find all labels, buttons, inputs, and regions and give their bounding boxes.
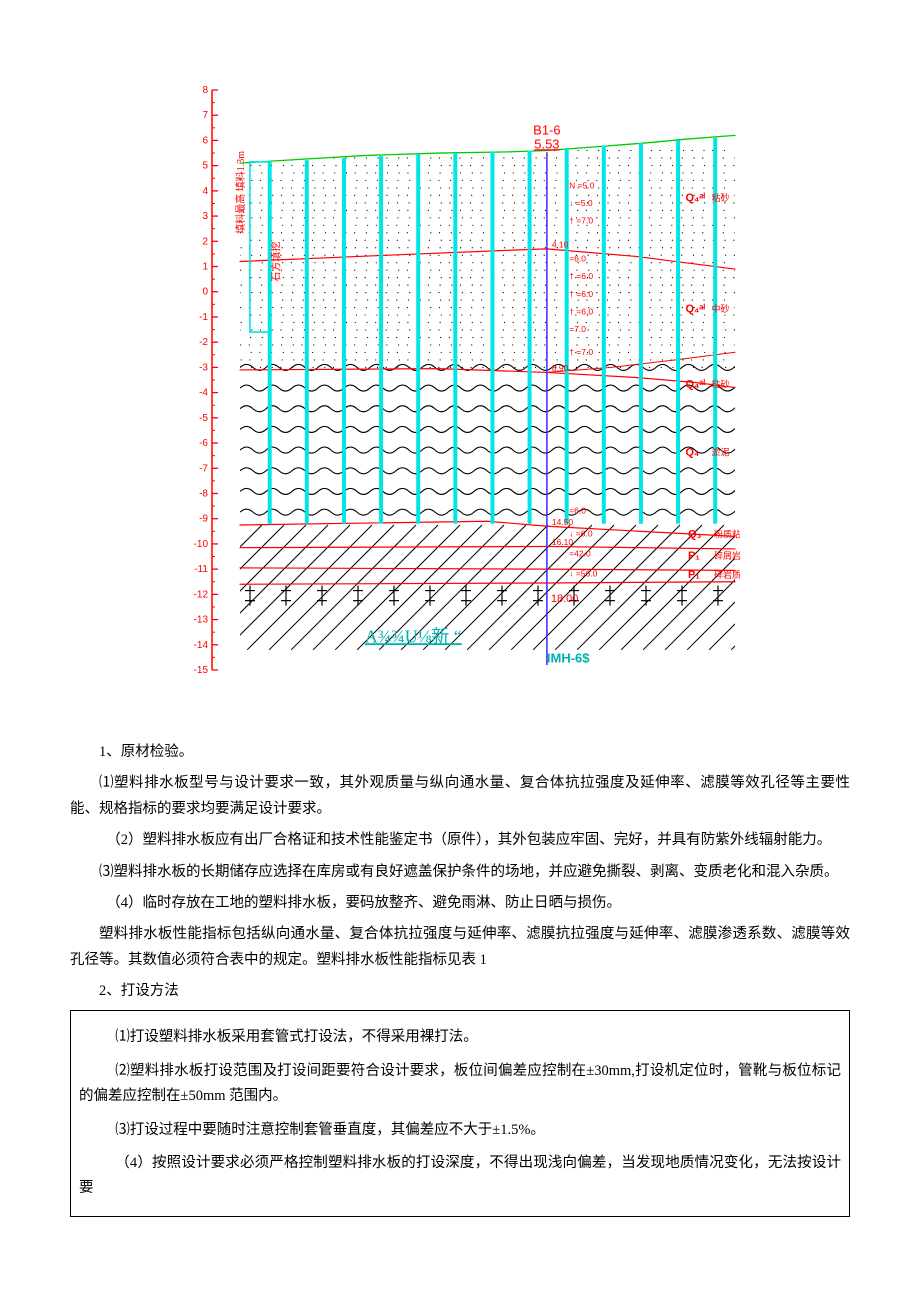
svg-text:-7: -7: [199, 463, 208, 474]
svg-text:14.50: 14.50: [552, 517, 574, 527]
svg-text:-8: -8: [199, 488, 208, 499]
svg-text:=42.0: =42.0: [569, 549, 591, 559]
svg-text:6: 6: [202, 135, 208, 146]
svg-text:† =7.0: † =7.0: [569, 216, 593, 226]
document-body: 1、原材检验。 ⑴塑料排水板型号与设计要求一致，其外观质量与纵向通水量、复合体抗…: [70, 740, 850, 1217]
section-2-title: 2、打设方法: [70, 979, 850, 1004]
svg-text:4.10: 4.10: [552, 240, 569, 250]
svg-text:粉质粘土: 粉质粘土: [714, 529, 740, 540]
svg-text:=7.0: =7.0: [569, 324, 586, 334]
svg-text:↓ =56.0: ↓ =56.0: [569, 569, 597, 579]
svg-text:碎岩质页砂岩: 碎岩质页砂岩: [714, 569, 740, 580]
svg-text:Q₄: Q₄: [686, 447, 700, 459]
svg-text:=6.0: =6.0: [569, 506, 586, 516]
svg-text:† =7.0: † =7.0: [569, 347, 593, 357]
svg-text:8: 8: [202, 85, 208, 96]
geological-section-chart: 填料最高 填料1.3m 石方填挖 B1-65.53 18.00 N =5.0 ↓ =5.0…: [180, 80, 740, 730]
svg-text:=6.0: =6.0: [569, 253, 586, 263]
svg-text:Q₄ᵃˡ: Q₄ᵃˡ: [686, 192, 706, 204]
svg-text:-12: -12: [194, 589, 209, 600]
svg-text:碎屑岩砂质页岩: 碎屑岩砂质页岩: [714, 550, 740, 561]
svg-text:-11: -11: [194, 564, 208, 575]
svg-text:3: 3: [202, 211, 208, 222]
s1-p1: ⑴塑料排水板型号与设计要求一致，其外观质量与纵向通水量、复合体抗拉强度及延伸率、…: [70, 771, 850, 822]
svg-text:7: 7: [202, 110, 208, 121]
svg-text:Q₄ᵃˡ: Q₄ᵃˡ: [686, 379, 706, 391]
svg-text:18.00: 18.00: [551, 593, 579, 605]
svg-text:淤泥: 淤泥: [712, 447, 730, 458]
svg-text:Q₃: Q₃: [688, 529, 702, 541]
svg-text:石方填挖: 石方填挖: [270, 242, 283, 282]
s2-p2: ⑵塑料排水板打设范围及打设间距要符合设计要求，板位间偏差应控制在±30mm,打设…: [79, 1059, 841, 1110]
svg-text:-13: -13: [194, 615, 209, 626]
svg-text:-1: -1: [199, 312, 208, 323]
svg-text:-4: -4: [199, 388, 208, 399]
svg-text:† =6.0: † =6.0: [569, 271, 593, 281]
svg-text:† =6.0: † =6.0: [569, 289, 593, 299]
section-1-title: 1、原材检验。: [70, 740, 850, 765]
svg-text:IMH-6$: IMH-6$: [547, 650, 590, 665]
svg-text:A¾¾U⅛新 “: A¾¾U⅛新 “: [365, 626, 462, 646]
svg-text:-15: -15: [194, 665, 209, 676]
s2-p3: ⑶打设过程中要随时注意控制套管垂直度，其偏差应不大于±1.5%。: [79, 1118, 841, 1143]
s2-p4: （4）按照设计要求必须严格控制塑料排水板的打设深度，不得出现浅向偏差，当发现地质…: [79, 1151, 841, 1202]
svg-text:-5: -5: [199, 413, 208, 424]
svg-text:中砂: 中砂: [712, 303, 730, 314]
chart-svg: 填料最高 填料1.3m 石方填挖 B1-65.53 18.00 N =5.0 ↓ =5.0…: [180, 80, 740, 730]
svg-text:-14: -14: [194, 640, 209, 651]
method-box: ⑴打设塑料排水板采用套管式打设法，不得采用裸打法。 ⑵塑料排水板打设范围及打设间…: [70, 1010, 850, 1216]
svg-text:-3: -3: [199, 362, 208, 373]
s2-p1: ⑴打设塑料排水板采用套管式打设法，不得采用裸打法。: [79, 1025, 841, 1050]
svg-text:-6: -6: [199, 438, 208, 449]
svg-text:5: 5: [202, 161, 208, 172]
svg-text:16.10: 16.10: [552, 537, 574, 547]
svg-text:↓ =5.0: ↓ =5.0: [569, 198, 593, 208]
svg-text:填料最高 填料1.3m: 填料最高 填料1.3m: [234, 151, 247, 234]
s1-p4: （4）临时存放在工地的塑料排水板，要码放整齐、避免雨淋、防止日晒与损伤。: [70, 891, 850, 916]
svg-text:粘砂: 粘砂: [712, 379, 730, 390]
svg-text:N =5.0: N =5.0: [569, 180, 595, 190]
svg-text:2: 2: [202, 236, 208, 247]
svg-text:5.53: 5.53: [534, 136, 559, 151]
svg-text:粘砂: 粘砂: [712, 192, 730, 203]
s1-p5: 塑料排水板性能指标包括纵向通水量、复合体抗拉强度与延伸率、滤膜抗拉强度与延伸率、…: [70, 922, 850, 973]
svg-text:B1-6: B1-6: [533, 122, 560, 137]
svg-text:P₁: P₁: [688, 550, 700, 562]
svg-text:P₁: P₁: [688, 569, 700, 581]
svg-text:1: 1: [202, 262, 208, 273]
svg-text:-2: -2: [199, 337, 208, 348]
svg-text:4: 4: [202, 186, 208, 197]
svg-text:0: 0: [202, 287, 208, 298]
svg-text:-9: -9: [199, 514, 208, 525]
svg-text:8.90: 8.90: [552, 363, 569, 373]
svg-text:† =6.0: † =6.0: [569, 306, 593, 316]
s1-p2: （2）塑料排水板应有出厂合格证和技术性能鉴定书（原件），其外包装应牢固、完好，并…: [70, 828, 850, 853]
svg-text:-10: -10: [194, 539, 209, 550]
svg-text:Q₄ᵃˡ: Q₄ᵃˡ: [686, 303, 706, 315]
s1-p3: ⑶塑料排水板的长期储存应选择在库房或有良好遮盖保护条件的场地，并应避免撕裂、剥离…: [70, 860, 850, 885]
